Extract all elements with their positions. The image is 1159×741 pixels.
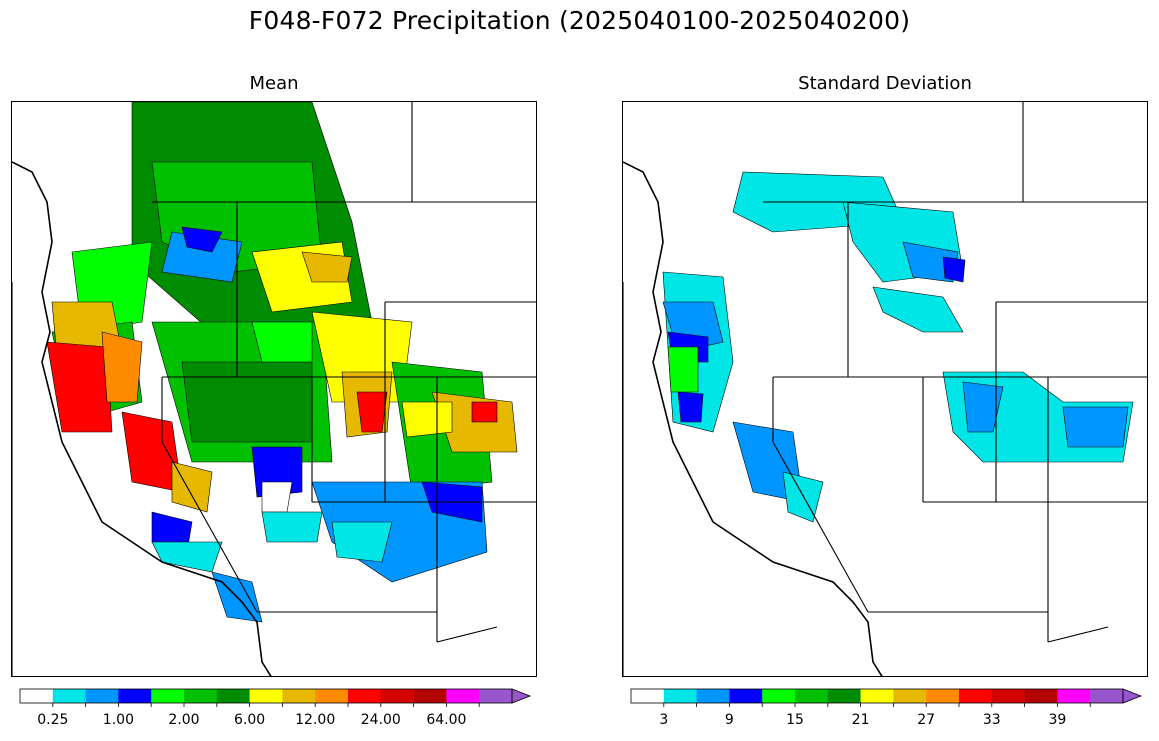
- colorbar-swatch: [1090, 689, 1124, 703]
- colorbar-tick-label: 64.00: [426, 712, 467, 728]
- basin-region: [677, 391, 704, 423]
- colorbar-swatch: [1024, 689, 1058, 703]
- basin-region: [46, 341, 113, 433]
- colorbar-swatch: [479, 689, 513, 703]
- colorbar-swatch: [446, 689, 480, 703]
- basin-region: [872, 286, 964, 333]
- state-border: [161, 441, 258, 613]
- colorbar-outline: [19, 688, 513, 704]
- colorbar-tick-label: 0.25: [37, 712, 69, 728]
- colorbar-swatch: [216, 689, 250, 703]
- basin-region: [251, 321, 313, 363]
- mean-colorbar-canvas: [19, 688, 532, 707]
- colorbar-tick-label: 21: [851, 712, 870, 728]
- basin-region: [261, 481, 293, 513]
- colorbar-tick-label: 39: [1048, 712, 1067, 728]
- mean-coastline: [12, 161, 272, 676]
- colorbar-swatch: [762, 689, 796, 703]
- basin-region: [181, 361, 313, 443]
- coastline: [12, 161, 272, 676]
- colorbar-swatch: [795, 689, 829, 703]
- colorbar-swatch: [827, 689, 861, 703]
- colorbar-swatch: [282, 689, 316, 703]
- coastline: [623, 161, 883, 676]
- stddev-panel-title: Standard Deviation: [798, 73, 972, 94]
- stddev-map-canvas: [623, 102, 1147, 676]
- colorbar-tick-label: 1.00: [102, 712, 134, 728]
- colorbar-swatch: [860, 689, 894, 703]
- state-border: [772, 441, 869, 613]
- mean-map-canvas: [12, 102, 536, 676]
- colorbar-swatch: [52, 689, 86, 703]
- basin-region: [261, 511, 323, 543]
- colorbar-outline: [630, 688, 1124, 704]
- basin-region: [667, 346, 699, 393]
- stddev-map: [622, 101, 1148, 677]
- stddev-colorbar-canvas: [630, 688, 1143, 707]
- stddev-colorbar: [630, 688, 1143, 707]
- basin-region: [962, 381, 1004, 433]
- mean-panel-title: Mean: [249, 73, 299, 94]
- colorbar-tick-label: 12.00: [295, 712, 336, 728]
- state-border: [1047, 626, 1109, 643]
- colorbar-extend-arrow: [511, 688, 532, 704]
- basin-region: [782, 471, 824, 523]
- colorbar-tick-label: 2.00: [168, 712, 200, 728]
- mean-state-borders: [12, 102, 536, 676]
- colorbar-swatch: [151, 689, 185, 703]
- colorbar-swatch: [663, 689, 697, 703]
- colorbar-swatch: [729, 689, 763, 703]
- colorbar-swatch: [893, 689, 927, 703]
- colorbar-swatch: [249, 689, 283, 703]
- basin-region: [301, 251, 353, 283]
- mean-regions: [46, 102, 518, 623]
- colorbar-tick-label: 24.00: [360, 712, 401, 728]
- basin-region: [356, 391, 388, 433]
- stddev-regions: [662, 171, 1134, 523]
- colorbar-swatch: [118, 689, 152, 703]
- colorbar-swatch: [315, 689, 349, 703]
- colorbar-swatch: [20, 689, 54, 703]
- colorbar-swatch: [85, 689, 119, 703]
- basin-region: [942, 256, 966, 283]
- basin-region: [101, 331, 143, 403]
- colorbar-swatch: [348, 689, 382, 703]
- colorbar-tick-label: 9: [724, 712, 734, 728]
- colorbar-tick-label: 15: [786, 712, 804, 728]
- state-border: [436, 626, 498, 643]
- colorbar-tick-label: 3: [659, 712, 669, 728]
- basin-region: [171, 461, 213, 513]
- colorbar-tick-label: 27: [917, 712, 936, 728]
- stddev-state-borders: [623, 102, 1147, 676]
- colorbar-extend-arrow: [1122, 688, 1143, 704]
- colorbar-tick-label: 33: [982, 712, 1001, 728]
- figure-title: F048-F072 Precipitation (2025040100-2025…: [248, 6, 911, 35]
- mean-map: [11, 101, 537, 677]
- colorbar-swatch: [696, 689, 730, 703]
- mean-colorbar: [19, 688, 532, 707]
- colorbar-swatch: [380, 689, 414, 703]
- colorbar-swatch: [631, 689, 665, 703]
- colorbar-swatch: [413, 689, 447, 703]
- colorbar-swatch: [959, 689, 993, 703]
- basin-region: [1062, 406, 1129, 448]
- basin-region: [181, 226, 223, 253]
- basin-region: [401, 401, 453, 438]
- colorbar-swatch: [926, 689, 960, 703]
- basin-region: [471, 401, 498, 423]
- colorbar-tick-label: 6.00: [234, 712, 266, 728]
- stddev-coastline: [623, 161, 883, 676]
- basin-region: [331, 521, 393, 563]
- basin-region: [151, 541, 223, 573]
- colorbar-swatch: [184, 689, 218, 703]
- colorbar-swatch: [991, 689, 1025, 703]
- colorbar-swatch: [1057, 689, 1091, 703]
